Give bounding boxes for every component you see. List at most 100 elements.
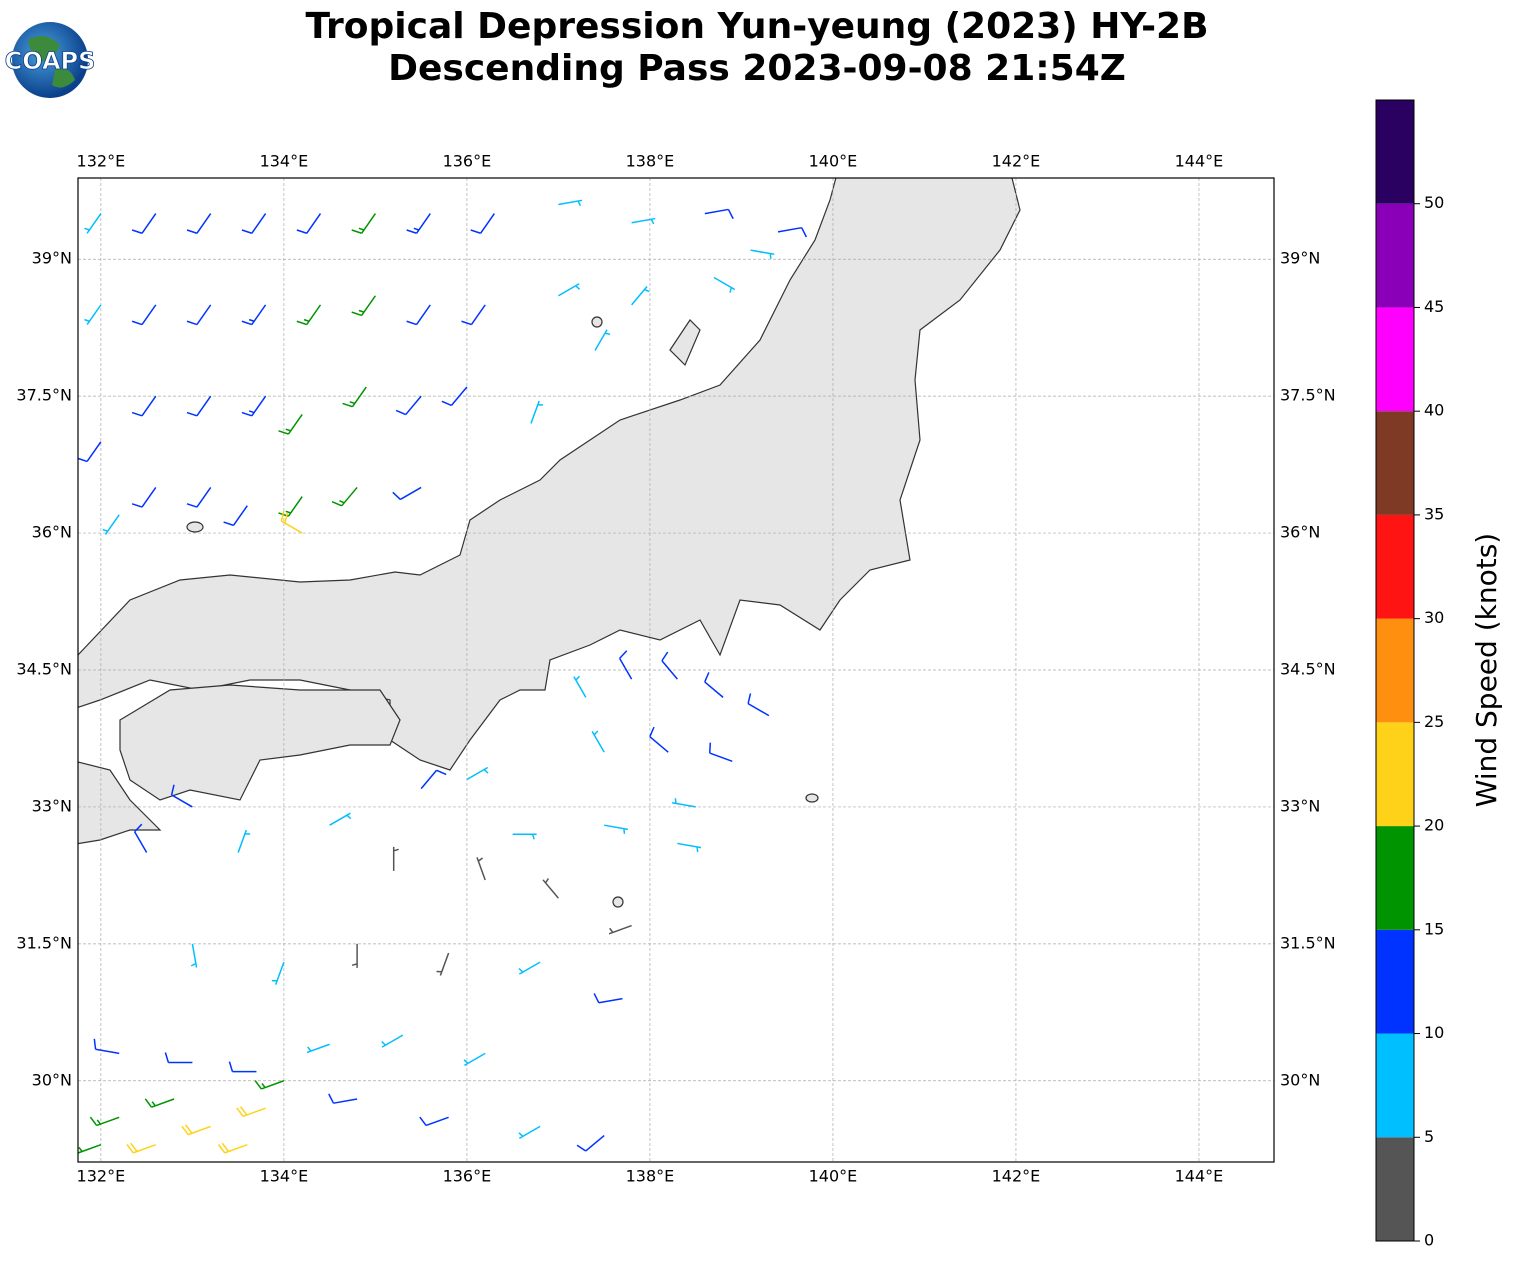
wind-barb <box>476 857 486 881</box>
wind-barb <box>131 304 157 326</box>
wind-barb <box>661 651 678 680</box>
colorbar-tick-label: 50 <box>1424 193 1444 212</box>
wind-barb <box>78 441 102 463</box>
colorbar-segment <box>1376 826 1414 930</box>
wind-barb <box>170 784 193 808</box>
wind-barb <box>89 1116 120 1127</box>
colorbar-segment <box>1376 1033 1414 1138</box>
wind-barb <box>131 213 157 234</box>
colorbar-frame <box>1375 99 1415 1242</box>
island <box>612 896 624 908</box>
colorbar-segment <box>1376 1137 1414 1241</box>
wind-barb <box>576 1134 605 1152</box>
wind-barb <box>777 226 808 238</box>
wind-barb <box>84 304 102 325</box>
x-tick-label: 142°E <box>992 1167 1041 1186</box>
x-tick-label: 144°E <box>1175 152 1224 171</box>
y-tick-label: 30°N <box>32 1070 72 1089</box>
wind-barb <box>392 486 422 501</box>
colorbar-tick-label: 35 <box>1424 504 1444 523</box>
colorbar-segment <box>1376 929 1414 1034</box>
wind-barb <box>436 952 450 976</box>
land <box>78 178 1274 1162</box>
wind-barb <box>241 395 267 417</box>
island <box>186 521 204 533</box>
x-tick-label: 138°E <box>626 1167 675 1186</box>
wind-barb <box>704 208 734 220</box>
logo: COAPS <box>4 22 96 98</box>
shikoku <box>119 684 401 801</box>
wind-barb <box>186 213 212 234</box>
wind-barb <box>419 1116 449 1127</box>
wind-barb <box>351 295 377 317</box>
wind-barb <box>381 1034 404 1048</box>
wind-barb <box>713 276 736 293</box>
wind-barb <box>296 304 322 326</box>
y-tick-label: 31.5°N <box>16 933 72 952</box>
colorbar-tick-label: 15 <box>1424 919 1444 938</box>
colorbar-segment <box>1376 618 1414 723</box>
wind-barb <box>181 1124 211 1136</box>
wind-barb <box>351 213 377 234</box>
wind-barb <box>102 514 120 535</box>
wind-barb <box>750 249 775 259</box>
x-tick-label: 138°E <box>626 152 675 171</box>
colorbar-segment <box>1376 411 1414 515</box>
wind-barb <box>593 993 623 1004</box>
colorbar-label: Wind Speed (knots) <box>1470 533 1503 807</box>
wind-barb <box>542 878 559 899</box>
wind-barb <box>530 400 544 424</box>
wind-barb <box>594 329 611 351</box>
island <box>805 793 819 803</box>
wind-barb <box>463 1052 486 1067</box>
y-tick-label: 37.5°N <box>1280 386 1336 405</box>
y-tick-label: 31.5°N <box>1280 933 1336 952</box>
wind-barb <box>512 833 537 840</box>
y-tick-label: 30°N <box>1280 1070 1320 1089</box>
wind-barb <box>328 1093 358 1104</box>
wind-barb <box>395 395 422 416</box>
wind-barb <box>631 286 650 306</box>
wind-barb <box>466 766 489 781</box>
wind-barb <box>747 693 770 717</box>
wind-barb <box>186 487 212 508</box>
wind-barb <box>470 213 495 234</box>
x-tick-label: 140°E <box>809 1167 858 1186</box>
wind-barb <box>518 1125 541 1140</box>
honshu <box>78 178 1021 771</box>
wind-barb <box>342 386 367 408</box>
wind-barb <box>351 943 358 968</box>
colorbar-segment <box>1376 514 1414 619</box>
wind-barb <box>518 961 541 975</box>
y-tick-label: 36°N <box>32 523 72 542</box>
x-tick-label: 136°E <box>443 152 492 171</box>
wind-barb <box>704 672 724 698</box>
wind-barb <box>591 730 605 753</box>
logo-text: COAPS <box>5 47 96 75</box>
wind-barb <box>331 486 358 507</box>
wind-barb <box>144 1098 175 1108</box>
x-tick-label: 132°E <box>77 1167 126 1186</box>
wind-barb <box>677 842 702 853</box>
x-tick-label: 132°E <box>77 152 126 171</box>
wind-barb <box>708 742 733 762</box>
wind-barb <box>131 487 157 508</box>
y-tick-label: 34.5°N <box>16 660 72 679</box>
y-tick-label: 33°N <box>1280 796 1320 815</box>
kyushu <box>78 761 162 845</box>
y-tick-label: 39°N <box>32 249 72 268</box>
wind-barb <box>186 395 212 417</box>
barbs <box>78 199 808 1154</box>
wind-barb <box>236 1106 266 1118</box>
wind-barb <box>217 1142 248 1154</box>
colorbar-tick-label: 45 <box>1424 297 1444 316</box>
y-tick-label: 37.5°N <box>16 386 72 405</box>
wind-barb <box>241 304 267 326</box>
wind-barb <box>131 395 157 417</box>
colorbar-segment <box>1376 100 1414 204</box>
colorbar-tick-label: 5 <box>1424 1127 1434 1146</box>
wind-barb <box>133 823 148 853</box>
axes: 132°E 132°E 134°E 134°E 136°E 136°E 138°E 138°E… <box>16 152 1335 1186</box>
wind-barb <box>306 1043 330 1054</box>
